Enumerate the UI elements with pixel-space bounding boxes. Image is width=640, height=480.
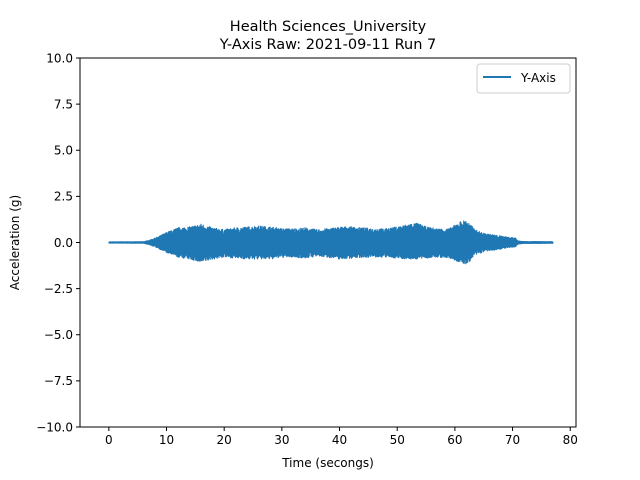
legend-box bbox=[476, 63, 571, 94]
y-tick-label: −2.5 bbox=[44, 282, 73, 296]
chart-title-line2: Y-Axis Raw: 2021-09-11 Run 7 bbox=[219, 37, 436, 53]
series-line-y-axis bbox=[108, 220, 554, 265]
y-tick-label: 0.0 bbox=[54, 236, 73, 250]
y-axis-ticks: −10.0 −7.5 −5.0 −2.5 0.0 2.5 5.0 7.5 10.0 bbox=[36, 51, 80, 434]
y-tick-label: 7.5 bbox=[54, 97, 73, 111]
x-tick-label: 30 bbox=[274, 433, 289, 447]
plot-frame bbox=[79, 57, 577, 428]
y-axis-label: Acceleration (g) bbox=[8, 195, 22, 290]
y-tick-label: 10.0 bbox=[46, 51, 73, 65]
x-tick-label: 80 bbox=[563, 433, 578, 447]
series-path-y-axis bbox=[108, 220, 554, 265]
y-tick-label: 5.0 bbox=[54, 144, 73, 158]
legend: Y-Axis bbox=[476, 63, 571, 94]
y-tick-label: 2.5 bbox=[54, 190, 73, 204]
x-tick-label: 10 bbox=[159, 433, 174, 447]
x-tick-label: 20 bbox=[217, 433, 232, 447]
x-tick-label: 70 bbox=[505, 433, 520, 447]
y-tick-label: −7.5 bbox=[44, 374, 73, 388]
x-axis-ticks: 0 10 20 30 40 50 60 70 80 bbox=[105, 427, 578, 447]
y-tick-label: −5.0 bbox=[44, 328, 73, 342]
x-tick-label: 0 bbox=[105, 433, 113, 447]
y-tick-label: −10.0 bbox=[36, 420, 73, 434]
x-tick-label: 40 bbox=[332, 433, 347, 447]
plot-area: 0 10 20 30 40 50 60 70 80 −10.0 −7.5 −5.0 −2.5 0.0 2.… bbox=[36, 51, 578, 447]
legend-label-y-axis: Y-Axis bbox=[520, 71, 556, 85]
chart-title-line1: Health Sciences_University bbox=[230, 19, 427, 35]
x-tick-label: 60 bbox=[447, 433, 462, 447]
x-axis-label: Time (secongs) bbox=[281, 456, 374, 470]
x-tick-label: 50 bbox=[390, 433, 405, 447]
